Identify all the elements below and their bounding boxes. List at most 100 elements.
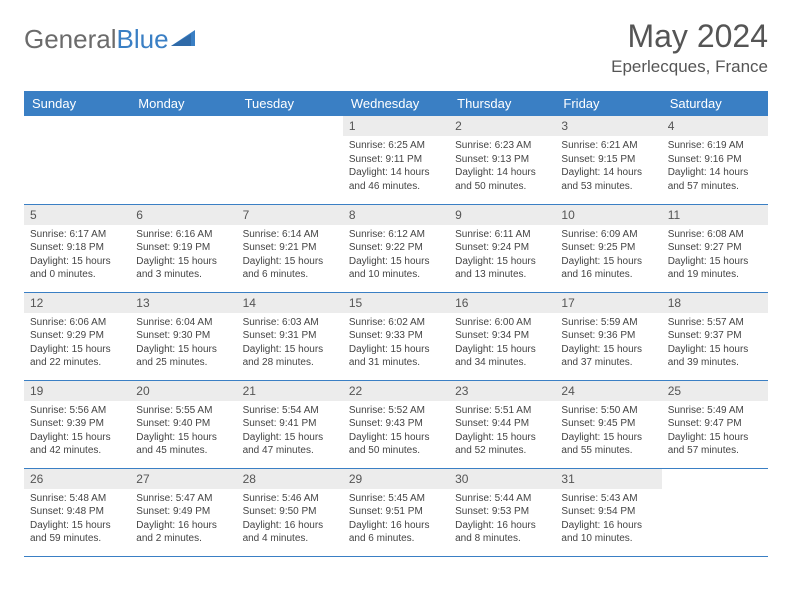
calendar-row: 26Sunrise: 5:48 AMSunset: 9:48 PMDayligh… (24, 468, 768, 556)
calendar-row: 5Sunrise: 6:17 AMSunset: 9:18 PMDaylight… (24, 204, 768, 292)
daylight-text: Daylight: 15 hours (455, 255, 549, 269)
daylight-text: Daylight: 14 hours (349, 166, 443, 180)
day-number: 20 (130, 381, 236, 401)
calendar-body: 1Sunrise: 6:25 AMSunset: 9:11 PMDaylight… (24, 116, 768, 556)
daylight-text: and 22 minutes. (30, 356, 124, 370)
sunset-text: Sunset: 9:27 PM (668, 241, 762, 255)
daylight-text: Daylight: 15 hours (349, 431, 443, 445)
daylight-text: and 34 minutes. (455, 356, 549, 370)
weekday-header: Tuesday (237, 91, 343, 116)
calendar-cell: 24Sunrise: 5:50 AMSunset: 9:45 PMDayligh… (555, 380, 661, 468)
day-details: Sunrise: 5:50 AMSunset: 9:45 PMDaylight:… (555, 401, 661, 462)
day-number: 23 (449, 381, 555, 401)
sunset-text: Sunset: 9:13 PM (455, 153, 549, 167)
sunset-text: Sunset: 9:30 PM (136, 329, 230, 343)
calendar-cell: 28Sunrise: 5:46 AMSunset: 9:50 PMDayligh… (237, 468, 343, 556)
day-details: Sunrise: 5:44 AMSunset: 9:53 PMDaylight:… (449, 489, 555, 550)
day-details: Sunrise: 6:16 AMSunset: 9:19 PMDaylight:… (130, 225, 236, 286)
logo: GeneralBlue (24, 24, 197, 55)
day-number: 4 (662, 116, 768, 136)
day-details: Sunrise: 6:03 AMSunset: 9:31 PMDaylight:… (237, 313, 343, 374)
weekday-header-row: SundayMondayTuesdayWednesdayThursdayFrid… (24, 91, 768, 116)
calendar-cell: 3Sunrise: 6:21 AMSunset: 9:15 PMDaylight… (555, 116, 661, 204)
calendar-cell: 9Sunrise: 6:11 AMSunset: 9:24 PMDaylight… (449, 204, 555, 292)
day-number: 29 (343, 469, 449, 489)
daylight-text: Daylight: 15 hours (561, 343, 655, 357)
day-details: Sunrise: 5:59 AMSunset: 9:36 PMDaylight:… (555, 313, 661, 374)
daylight-text: Daylight: 16 hours (455, 519, 549, 533)
calendar-cell: 29Sunrise: 5:45 AMSunset: 9:51 PMDayligh… (343, 468, 449, 556)
calendar-cell: 6Sunrise: 6:16 AMSunset: 9:19 PMDaylight… (130, 204, 236, 292)
day-number: 12 (24, 293, 130, 313)
day-number: 19 (24, 381, 130, 401)
day-number: 2 (449, 116, 555, 136)
day-details: Sunrise: 5:57 AMSunset: 9:37 PMDaylight:… (662, 313, 768, 374)
calendar-cell: 5Sunrise: 6:17 AMSunset: 9:18 PMDaylight… (24, 204, 130, 292)
title-block: May 2024 Eperlecques, France (611, 18, 768, 77)
calendar-cell: 4Sunrise: 6:19 AMSunset: 9:16 PMDaylight… (662, 116, 768, 204)
sunrise-text: Sunrise: 5:47 AM (136, 492, 230, 506)
sunrise-text: Sunrise: 5:51 AM (455, 404, 549, 418)
day-details: Sunrise: 5:45 AMSunset: 9:51 PMDaylight:… (343, 489, 449, 550)
day-details: Sunrise: 6:14 AMSunset: 9:21 PMDaylight:… (237, 225, 343, 286)
weekday-header: Sunday (24, 91, 130, 116)
day-number: 22 (343, 381, 449, 401)
day-details: Sunrise: 5:43 AMSunset: 9:54 PMDaylight:… (555, 489, 661, 550)
day-number: 5 (24, 205, 130, 225)
day-number: 18 (662, 293, 768, 313)
sunrise-text: Sunrise: 6:19 AM (668, 139, 762, 153)
calendar-cell: 26Sunrise: 5:48 AMSunset: 9:48 PMDayligh… (24, 468, 130, 556)
weekday-header: Friday (555, 91, 661, 116)
calendar-cell: 1Sunrise: 6:25 AMSunset: 9:11 PMDaylight… (343, 116, 449, 204)
sunset-text: Sunset: 9:22 PM (349, 241, 443, 255)
sunset-text: Sunset: 9:47 PM (668, 417, 762, 431)
daylight-text: and 31 minutes. (349, 356, 443, 370)
day-number: 3 (555, 116, 661, 136)
sunrise-text: Sunrise: 6:02 AM (349, 316, 443, 330)
day-details: Sunrise: 6:00 AMSunset: 9:34 PMDaylight:… (449, 313, 555, 374)
weekday-header: Monday (130, 91, 236, 116)
sunset-text: Sunset: 9:33 PM (349, 329, 443, 343)
calendar-cell: 8Sunrise: 6:12 AMSunset: 9:22 PMDaylight… (343, 204, 449, 292)
sunrise-text: Sunrise: 5:48 AM (30, 492, 124, 506)
daylight-text: and 16 minutes. (561, 268, 655, 282)
daylight-text: and 0 minutes. (30, 268, 124, 282)
calendar-cell: 12Sunrise: 6:06 AMSunset: 9:29 PMDayligh… (24, 292, 130, 380)
sunrise-text: Sunrise: 6:03 AM (243, 316, 337, 330)
sunset-text: Sunset: 9:43 PM (349, 417, 443, 431)
day-number: 31 (555, 469, 661, 489)
daylight-text: Daylight: 14 hours (561, 166, 655, 180)
daylight-text: and 50 minutes. (349, 444, 443, 458)
sunset-text: Sunset: 9:25 PM (561, 241, 655, 255)
calendar-row: 19Sunrise: 5:56 AMSunset: 9:39 PMDayligh… (24, 380, 768, 468)
daylight-text: Daylight: 16 hours (349, 519, 443, 533)
day-number: 13 (130, 293, 236, 313)
daylight-text: Daylight: 15 hours (455, 343, 549, 357)
daylight-text: and 53 minutes. (561, 180, 655, 194)
sunset-text: Sunset: 9:53 PM (455, 505, 549, 519)
sunset-text: Sunset: 9:19 PM (136, 241, 230, 255)
calendar-cell: 20Sunrise: 5:55 AMSunset: 9:40 PMDayligh… (130, 380, 236, 468)
day-details: Sunrise: 6:09 AMSunset: 9:25 PMDaylight:… (555, 225, 661, 286)
sunrise-text: Sunrise: 5:46 AM (243, 492, 337, 506)
day-number: 8 (343, 205, 449, 225)
day-number: 17 (555, 293, 661, 313)
sunrise-text: Sunrise: 5:45 AM (349, 492, 443, 506)
sunrise-text: Sunrise: 5:55 AM (136, 404, 230, 418)
calendar-cell: 17Sunrise: 5:59 AMSunset: 9:36 PMDayligh… (555, 292, 661, 380)
day-number: 15 (343, 293, 449, 313)
daylight-text: Daylight: 15 hours (561, 431, 655, 445)
daylight-text: and 47 minutes. (243, 444, 337, 458)
sunset-text: Sunset: 9:15 PM (561, 153, 655, 167)
daylight-text: and 6 minutes. (243, 268, 337, 282)
sunset-text: Sunset: 9:39 PM (30, 417, 124, 431)
daylight-text: and 28 minutes. (243, 356, 337, 370)
day-details: Sunrise: 6:19 AMSunset: 9:16 PMDaylight:… (662, 136, 768, 197)
sunrise-text: Sunrise: 5:49 AM (668, 404, 762, 418)
daylight-text: Daylight: 15 hours (561, 255, 655, 269)
sunrise-text: Sunrise: 6:23 AM (455, 139, 549, 153)
calendar-cell: 15Sunrise: 6:02 AMSunset: 9:33 PMDayligh… (343, 292, 449, 380)
daylight-text: Daylight: 15 hours (136, 343, 230, 357)
sunrise-text: Sunrise: 5:44 AM (455, 492, 549, 506)
sunset-text: Sunset: 9:31 PM (243, 329, 337, 343)
